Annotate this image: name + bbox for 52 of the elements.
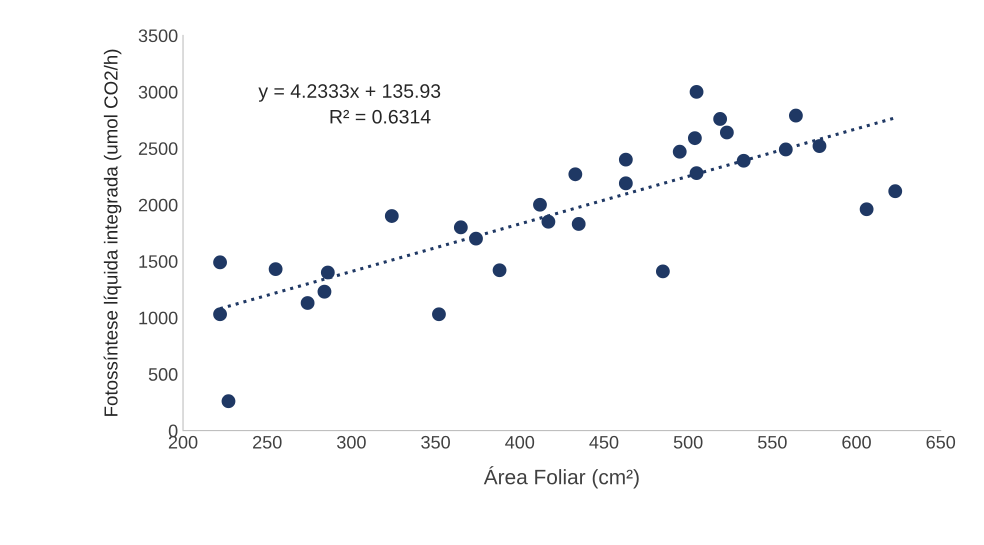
point <box>222 394 236 408</box>
x-axis-title: Área Foliar (cm²) <box>484 466 639 488</box>
point <box>318 284 332 299</box>
point <box>533 198 547 212</box>
point <box>720 126 734 140</box>
point <box>568 167 582 182</box>
point <box>713 112 728 126</box>
point <box>541 214 556 229</box>
point <box>469 232 483 246</box>
point <box>268 262 283 276</box>
x-tick-label: 600 <box>842 436 871 449</box>
x-tick-label: 650 <box>926 436 956 449</box>
annotation: y = 4.2333x + 135.93 <box>258 84 440 102</box>
y-tick-label: 1500 <box>139 255 178 268</box>
x-tick-label: 350 <box>421 436 450 449</box>
x-tick-label: 550 <box>758 436 787 449</box>
point <box>454 220 468 234</box>
x-tick-label: 450 <box>589 436 618 449</box>
point <box>888 184 902 198</box>
x-tick-label: 250 <box>253 436 282 449</box>
y-tick-label: 1000 <box>139 312 178 324</box>
y-axis-title: Fotossíntese líquida integrada (umol CO2/h) <box>104 50 122 416</box>
point <box>432 307 446 322</box>
point <box>213 307 227 322</box>
point <box>778 142 793 156</box>
point <box>688 131 702 146</box>
x-tick-label: 500 <box>674 436 702 449</box>
point <box>320 266 335 280</box>
x-tick-label: 200 <box>168 436 198 449</box>
point <box>860 202 874 216</box>
x-tick-label: 400 <box>505 436 534 449</box>
y-tick-label: 500 <box>148 368 178 381</box>
point <box>672 144 687 159</box>
y-tick-label: 2500 <box>138 142 178 156</box>
point <box>618 176 633 190</box>
point <box>572 217 586 231</box>
point <box>690 84 704 99</box>
point <box>618 152 633 167</box>
x-tick-label: 300 <box>337 436 366 449</box>
point <box>736 154 751 168</box>
annotation: R² = 0.6314 <box>330 110 431 124</box>
point <box>213 255 227 270</box>
point <box>300 296 315 310</box>
y-tick-label: 2000 <box>138 198 178 212</box>
point <box>690 166 704 180</box>
y-tick-label: 3500 <box>138 29 178 42</box>
point <box>656 264 670 278</box>
point <box>492 263 506 278</box>
point <box>812 139 826 153</box>
point <box>788 108 803 122</box>
y-tick-label: 3000 <box>138 86 178 99</box>
point <box>384 209 399 223</box>
